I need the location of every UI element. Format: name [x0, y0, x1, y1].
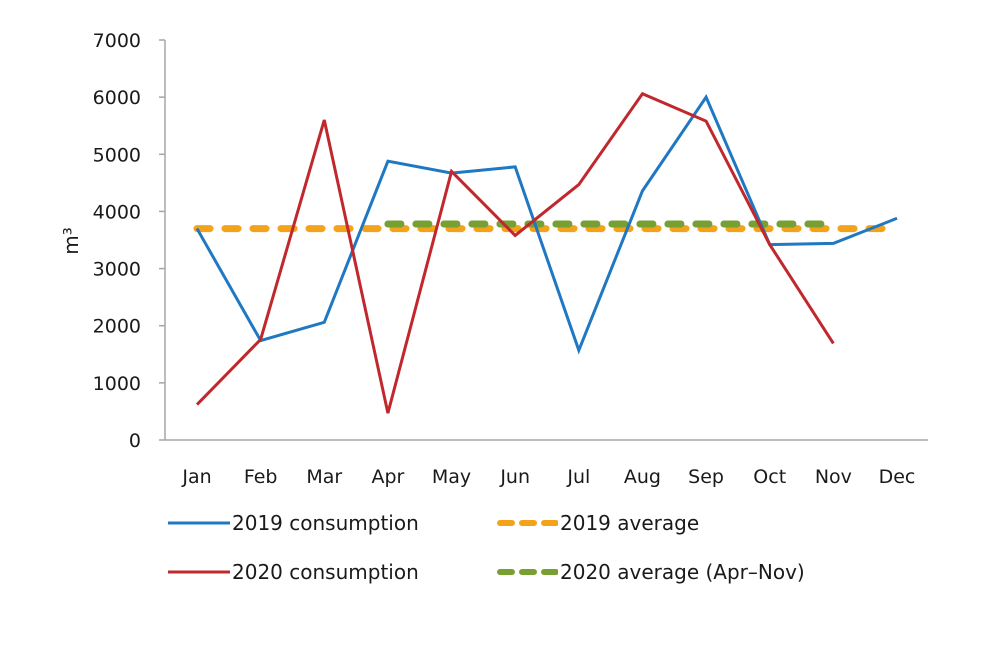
x-tick-label: Aug: [624, 466, 661, 488]
y-tick-label: 0: [129, 430, 141, 452]
x-tick-label: Nov: [815, 466, 852, 488]
legend-item-2019-consumption[interactable]: 2019 consumption: [168, 508, 419, 538]
series-layer: [193, 91, 901, 414]
x-tick-label: Apr: [371, 466, 404, 488]
y-axis: 0 1000 2000 3000 4000 5000 6000 7000: [93, 30, 166, 452]
x-tick-label: Dec: [879, 466, 916, 488]
legend-swatch-2019-average: [497, 520, 558, 526]
y-tick-label: 6000: [93, 87, 141, 109]
legend-label: 2020 consumption: [232, 560, 419, 584]
y-axis-title: m³: [59, 227, 83, 255]
x-tick-label: Jan: [181, 466, 211, 488]
x-tick-label: Mar: [306, 466, 342, 488]
series-line-2019-consumption: [195, 94, 898, 355]
y-tick-label: 4000: [93, 201, 141, 223]
y-tick-label: 5000: [93, 144, 141, 166]
series-line-2020-consumption: [195, 91, 835, 414]
legend-item-2020-consumption[interactable]: 2020 consumption: [168, 557, 419, 587]
legend-label: 2019 consumption: [232, 511, 419, 535]
x-tick-label: Jul: [566, 466, 590, 488]
y-tick-label: 3000: [93, 259, 141, 281]
legend-item-2019-average[interactable]: 2019 average: [496, 508, 699, 538]
legend-label: 2019 average: [560, 511, 700, 535]
legend-item-2020-average[interactable]: 2020 average (Apr–Nov): [496, 557, 805, 587]
x-tick-label: Sep: [688, 466, 724, 488]
x-tick-label: Feb: [244, 466, 278, 488]
legend-swatch-2019-consumption: [168, 521, 230, 525]
x-axis: Jan Feb Mar Apr May Jun Jul Aug Sep Oct Nov Dec: [165, 439, 928, 488]
x-tick-label: May: [432, 466, 471, 488]
y-tick-label: 1000: [93, 373, 141, 395]
x-tick-label: Oct: [753, 466, 786, 488]
legend-swatch-2020-average: [497, 569, 558, 575]
legend-swatch-2020-consumption: [168, 570, 230, 574]
legend-label: 2020 average (Apr–Nov): [560, 560, 805, 584]
x-tick-label: Jun: [499, 466, 530, 488]
y-tick-label: 2000: [93, 316, 141, 338]
y-tick-label: 7000: [93, 30, 141, 52]
